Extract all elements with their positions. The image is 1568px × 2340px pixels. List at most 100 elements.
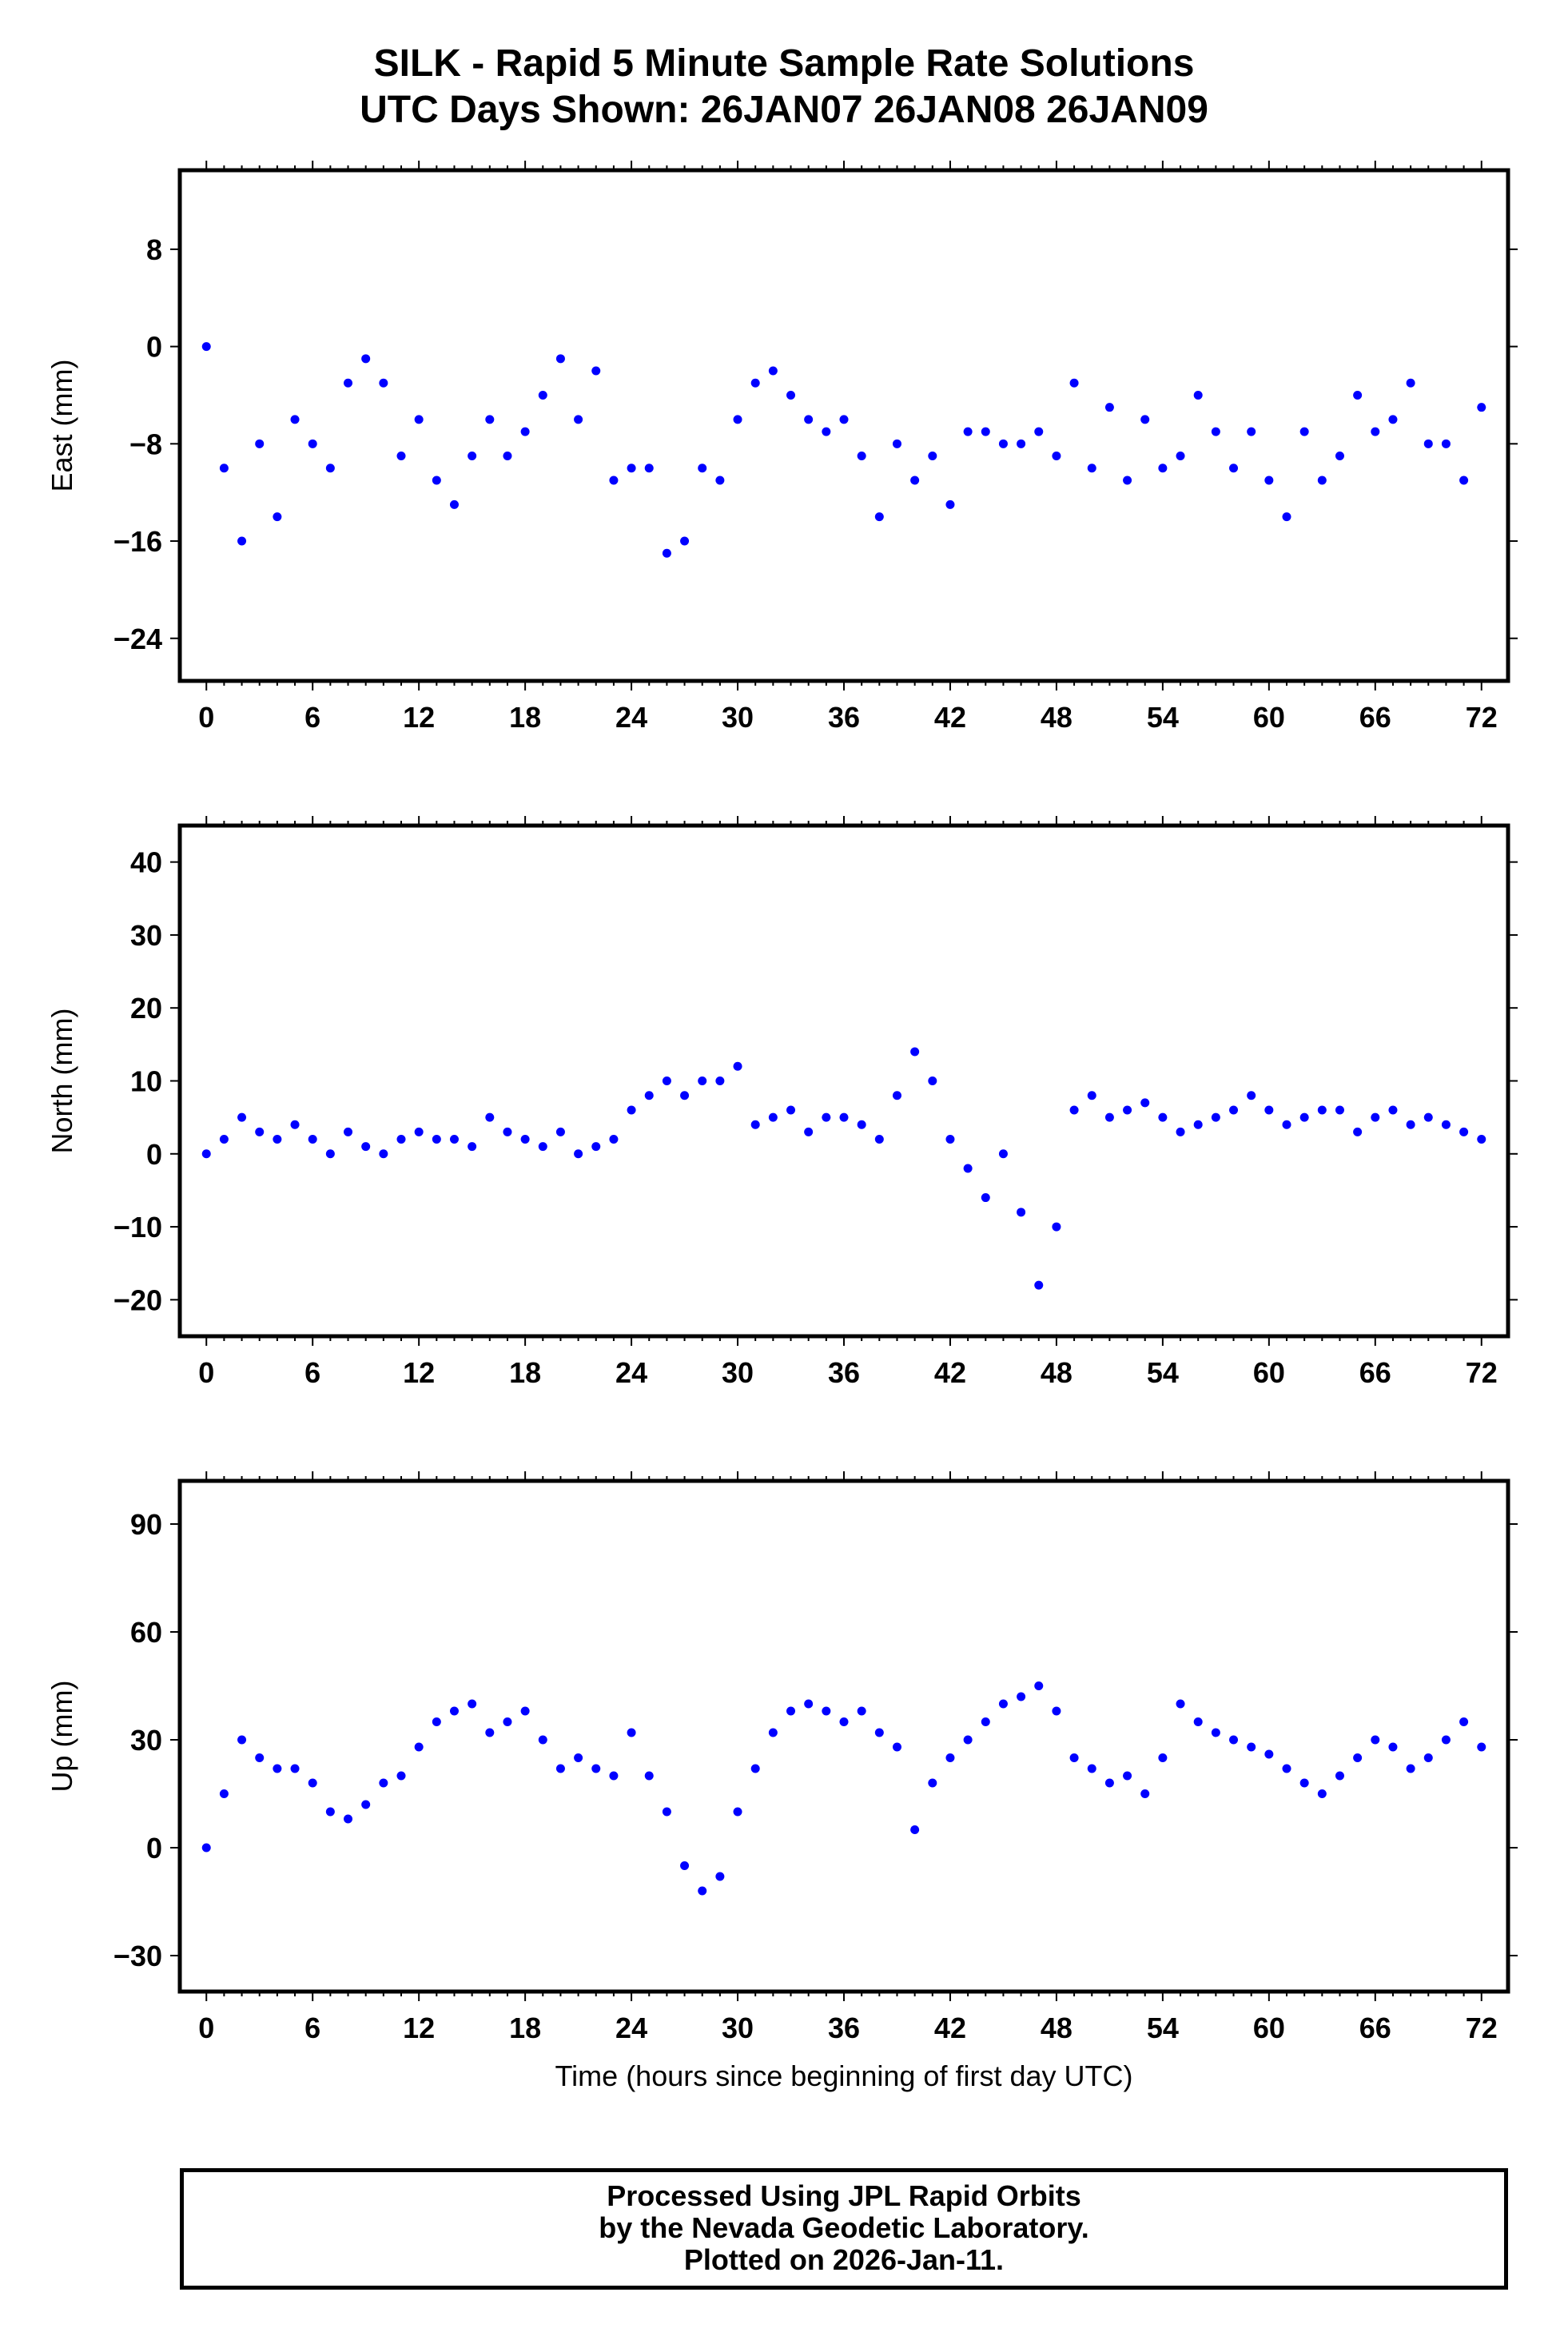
data-point [786,1706,796,1716]
data-point [468,1699,477,1709]
data-point [1247,1742,1256,1752]
data-point [733,1807,742,1817]
data-point [1388,415,1398,424]
data-point [1264,1105,1274,1115]
data-point [485,415,495,424]
x-tick-label: 36 [828,1356,860,1389]
data-point [609,476,619,485]
x-tick-label: 0 [198,701,214,734]
x-tick-label: 48 [1041,1356,1073,1389]
data-point [219,1135,229,1144]
data-point [432,476,441,485]
data-point [414,415,424,424]
data-point [1459,476,1469,485]
data-point [698,1076,707,1085]
data-point [538,390,547,400]
data-point [468,1142,477,1152]
data-point [1034,427,1044,436]
data-point [503,1717,512,1726]
data-point [1335,1105,1344,1115]
data-point [1176,452,1185,461]
data-point [1140,1098,1150,1108]
data-point [538,1735,547,1745]
data-point [574,415,583,424]
data-point [1087,1091,1096,1100]
y-tick-label: 30 [130,1724,162,1757]
data-point [449,499,459,509]
data-point [237,1112,247,1122]
data-point [1140,415,1150,424]
data-point [874,512,884,522]
data-point [1158,464,1168,473]
data-point [768,1112,778,1122]
x-tick-label: 60 [1253,1356,1285,1389]
data-point [1087,1764,1096,1773]
data-point [555,1127,565,1136]
y-tick-label: −10 [113,1211,162,1244]
data-point [804,415,814,424]
x-tick-label: 30 [722,1356,754,1389]
data-point [1459,1717,1469,1726]
x-tick-label: 6 [304,1356,320,1389]
x-tick-label: 72 [1466,1356,1498,1389]
data-point [574,1149,583,1159]
data-point [1477,1135,1486,1144]
data-point [1406,378,1415,388]
data-point [1317,1789,1327,1798]
data-point [1176,1699,1185,1709]
data-point [1282,1120,1291,1129]
data-point [644,1091,654,1100]
data-point [290,1764,300,1773]
data-point [1282,1764,1291,1773]
data-point [857,452,866,461]
data-point [344,1814,353,1824]
x-tick-label: 66 [1359,2012,1391,2044]
data-point [1299,427,1309,436]
data-point [1441,439,1451,448]
data-point [715,1872,725,1881]
y-tick-label: 60 [130,1616,162,1649]
data-point [273,512,282,522]
y-tick-label: 8 [146,233,162,266]
data-point [644,464,654,473]
data-point [892,439,901,448]
data-point [1406,1120,1415,1129]
data-point [255,439,265,448]
data-point [1087,464,1096,473]
data-point [379,378,388,388]
data-point [361,1142,371,1152]
data-point [609,1771,619,1781]
footer-line-2: by the Nevada Geodetic Laboratory. [599,2211,1089,2244]
x-tick-label: 12 [403,701,435,734]
data-point [1123,1105,1132,1115]
data-point [822,1706,831,1716]
data-point [1069,378,1079,388]
data-point [1441,1735,1451,1745]
data-point [308,1778,317,1788]
data-point [963,1735,973,1745]
data-point [680,536,690,546]
data-point [201,1149,211,1159]
data-point [698,464,707,473]
data-point [662,1076,671,1085]
y-tick-label: 0 [146,331,162,364]
data-point [1017,1692,1026,1701]
footer-box: Processed Using JPL Rapid Orbits by the … [180,2168,1508,2290]
data-point [627,464,636,473]
data-point [273,1764,282,1773]
data-point [344,1127,353,1136]
data-point [644,1771,654,1781]
data-point [910,1825,920,1834]
data-point [981,1193,990,1203]
data-point [1140,1789,1150,1798]
y-tick-label: −20 [113,1283,162,1316]
data-point [1211,427,1220,436]
data-point [1388,1742,1398,1752]
data-point [1264,476,1274,485]
data-point [1423,1753,1433,1762]
y-tick-label: 0 [146,1832,162,1864]
footer-line-3: Plotted on 2026-Jan-11. [683,2243,1005,2276]
x-tick-label: 24 [615,1356,647,1389]
data-point [255,1753,265,1762]
data-point [361,354,371,364]
